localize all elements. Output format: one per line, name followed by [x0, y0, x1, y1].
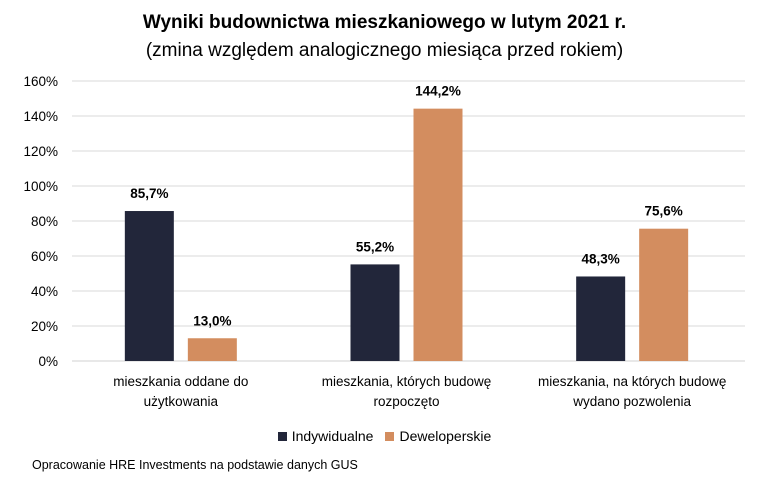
- data-label: 13,0%: [193, 313, 231, 328]
- y-tick-label: 0%: [38, 354, 58, 369]
- x-tick-label: wydano pozwolenia: [572, 394, 691, 409]
- x-tick-label: użytkowania: [144, 394, 219, 409]
- bar-deweloperskie: [413, 108, 463, 362]
- y-tick-label: 40%: [31, 284, 58, 299]
- data-label: 75,6%: [645, 204, 683, 219]
- data-label: 55,2%: [356, 239, 394, 254]
- legend-label: Indywidualne: [291, 428, 374, 444]
- bar-indywidualne: [576, 276, 626, 361]
- chart-title: Wyniki budownictwa mieszkaniowego w luty…: [142, 12, 627, 33]
- y-tick-label: 80%: [31, 214, 58, 229]
- legend-label: Deweloperskie: [399, 428, 492, 444]
- legend-swatch: [385, 431, 395, 441]
- bar-indywidualne: [124, 211, 174, 361]
- y-tick-label: 20%: [31, 319, 58, 334]
- x-tick-label: mieszkania, na których budowę: [538, 374, 726, 389]
- y-tick-label: 140%: [23, 109, 58, 124]
- data-label: 85,7%: [130, 186, 168, 201]
- data-label: 48,3%: [582, 251, 620, 266]
- data-label: 144,2%: [415, 84, 461, 99]
- bar-deweloperskie: [639, 228, 689, 361]
- bar-indywidualne: [350, 264, 400, 361]
- chart-subtitle: (zmina względem analogicznego miesiąca p…: [145, 40, 624, 61]
- legend: Indywidualne Deweloperskie: [0, 428, 769, 444]
- y-tick-label: 120%: [23, 144, 58, 159]
- y-tick-label: 100%: [23, 179, 58, 194]
- legend-item-indywidualne: Indywidualne: [277, 428, 374, 444]
- y-tick-label: 160%: [23, 74, 58, 89]
- x-tick-label: mieszkania oddane do: [113, 374, 248, 389]
- x-tick-label: mieszkania, których budowę: [322, 374, 492, 389]
- y-tick-label: 60%: [31, 249, 58, 264]
- source-note: Opracowanie HRE Investments na podstawie…: [32, 458, 358, 472]
- bar-deweloperskie: [187, 338, 237, 361]
- x-tick-label: rozpoczęto: [373, 394, 439, 409]
- legend-item-deweloperskie: Deweloperskie: [385, 428, 491, 444]
- legend-swatch: [277, 431, 287, 441]
